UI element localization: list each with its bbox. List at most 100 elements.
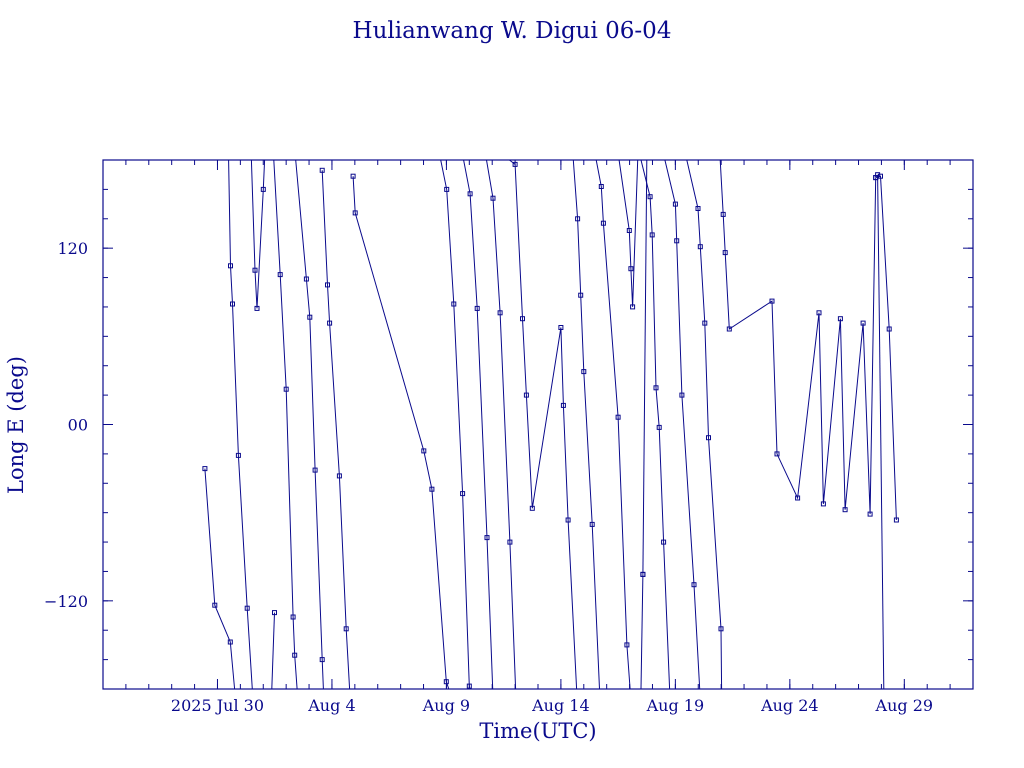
data-point	[626, 228, 632, 233]
data-point	[672, 201, 678, 207]
data-point	[816, 310, 822, 316]
data-point	[722, 250, 728, 256]
data-point	[598, 184, 604, 189]
data-point	[202, 466, 208, 472]
data-point	[474, 305, 480, 311]
data-point	[484, 535, 490, 541]
series-line	[875, 175, 897, 521]
x-tick-labels: 2025 Jul 30 Aug 4 Aug 9 Aug 14 Aug 19 Aug 24 A…	[171, 696, 933, 715]
data-point	[235, 452, 241, 458]
series-line	[686, 160, 723, 689]
data-point	[466, 683, 472, 689]
data-point	[656, 424, 662, 430]
x-tick-label: Aug 19	[646, 696, 705, 715]
data-point	[558, 325, 564, 330]
data-point	[565, 517, 571, 523]
y-tick-labels: −120 00 120	[44, 239, 88, 611]
data-point	[795, 495, 801, 501]
data-point	[640, 571, 646, 577]
y-tick-label: 120	[57, 239, 88, 258]
data-point	[244, 605, 250, 611]
data-point	[820, 501, 826, 507]
data-point	[523, 392, 529, 398]
x-tick-label: Aug 14	[531, 696, 590, 715]
data-point	[726, 326, 732, 332]
data-point	[529, 505, 535, 511]
data-point	[252, 267, 258, 273]
data-point	[720, 211, 726, 217]
chart-title: Hulianwang W. Digui 06-04	[353, 18, 672, 44]
data-point	[283, 386, 289, 392]
data-point	[260, 186, 266, 192]
y-tick-label: −120	[44, 592, 88, 611]
data-point	[679, 392, 685, 398]
data-point	[575, 216, 581, 222]
data-point	[718, 626, 724, 632]
data-point	[589, 521, 595, 527]
series-line	[204, 468, 236, 689]
data-point	[290, 614, 296, 620]
series-line	[250, 160, 266, 309]
data-point	[228, 263, 233, 269]
series-line	[719, 160, 877, 515]
data-point	[352, 210, 358, 216]
data-markers	[202, 161, 899, 689]
data-series	[204, 160, 897, 689]
x-tick-label: Aug 9	[422, 696, 470, 715]
series-line	[640, 574, 644, 689]
data-point	[886, 326, 892, 332]
series-line	[642, 160, 648, 575]
data-point	[421, 448, 427, 454]
data-point	[674, 238, 680, 244]
data-point	[695, 206, 701, 211]
data-point	[336, 473, 342, 479]
plot-frame	[102, 159, 974, 690]
series-line	[228, 160, 253, 689]
data-point	[303, 276, 309, 282]
series-line	[595, 160, 631, 689]
data-point	[630, 304, 636, 310]
x-tick-label: Aug 29	[875, 696, 934, 715]
data-point	[490, 195, 496, 201]
data-point	[860, 320, 866, 326]
series-line	[295, 160, 324, 689]
series-line	[463, 160, 494, 689]
data-point	[497, 310, 503, 316]
data-point	[624, 642, 630, 648]
data-point	[451, 301, 457, 307]
data-point	[697, 244, 703, 250]
data-point	[227, 639, 233, 645]
data-point	[837, 316, 843, 322]
data-point	[661, 539, 667, 545]
data-point	[325, 282, 330, 288]
y-tick-label: 00	[68, 416, 88, 435]
series-line	[271, 612, 275, 689]
series-line	[440, 160, 471, 689]
series-line	[618, 160, 639, 307]
data-point	[691, 582, 697, 588]
data-point	[507, 539, 513, 545]
y-axis-label: Long E (deg)	[4, 356, 28, 494]
data-point	[429, 486, 435, 492]
series-line	[664, 160, 701, 689]
data-point	[444, 186, 450, 192]
data-point	[893, 517, 899, 523]
data-point	[867, 511, 873, 517]
data-point	[254, 305, 260, 311]
data-point	[230, 301, 235, 307]
data-point	[520, 316, 525, 322]
data-point	[327, 320, 333, 326]
x-tick-label: 2025 Jul 30	[171, 696, 264, 715]
data-point	[875, 172, 881, 178]
series-line	[877, 174, 885, 689]
axis-ticks	[102, 159, 974, 690]
data-point	[649, 232, 655, 238]
data-point	[292, 652, 298, 658]
data-point	[560, 402, 566, 408]
data-point	[212, 602, 218, 608]
data-point	[774, 451, 780, 457]
series-line	[486, 160, 517, 689]
data-point	[443, 679, 449, 685]
x-axis-label: Time(UTC)	[479, 719, 596, 743]
x-tick-label: Aug 4	[307, 696, 355, 715]
